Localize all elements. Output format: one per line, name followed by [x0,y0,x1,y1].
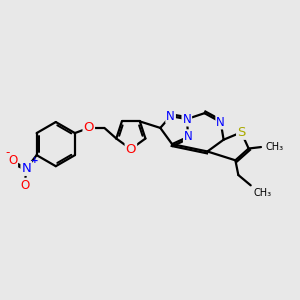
Text: N: N [22,162,31,175]
Text: +: + [32,156,39,165]
Text: -: - [5,146,10,159]
Text: N: N [216,116,225,128]
Text: O: O [8,154,17,167]
Text: N: N [184,130,193,143]
Text: CH₃: CH₃ [253,188,271,198]
Text: CH₃: CH₃ [266,142,284,152]
Text: N: N [182,112,191,126]
Text: N: N [166,110,175,123]
Text: O: O [126,142,136,156]
Text: S: S [237,126,245,139]
Text: O: O [20,179,29,192]
Text: O: O [83,122,94,134]
